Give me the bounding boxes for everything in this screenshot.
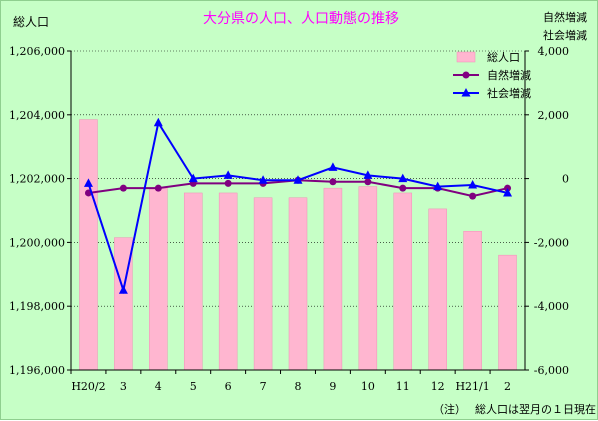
point-natural-change [399, 184, 407, 192]
right-tick-label: 4,000 [538, 45, 570, 58]
point-social-change [83, 178, 93, 187]
point-social-change [328, 162, 338, 171]
right-tick-label: 2,000 [538, 109, 570, 122]
x-tick-label: 10 [361, 380, 375, 393]
x-tick-label: H21/1 [455, 380, 489, 393]
chart-title: 大分県の人口、人口動態の推移 [203, 11, 399, 27]
right-tick-label: -6,000 [534, 364, 569, 377]
point-natural-change [119, 184, 127, 192]
bar-total-population [463, 230, 482, 371]
point-social-change [153, 117, 163, 127]
legend-marker-natural-change [462, 71, 470, 79]
point-social-change [118, 285, 128, 294]
x-tick-label: 9 [329, 380, 336, 393]
right-tick-label: 0 [562, 173, 569, 186]
note-prefix: （注） [433, 402, 466, 416]
point-social-change [188, 173, 198, 183]
bar-total-population [428, 208, 447, 371]
bar-total-population [323, 187, 343, 371]
bar-total-population [149, 187, 168, 371]
right-tick-label: -4,000 [534, 300, 569, 313]
x-tick-label: 2 [504, 380, 511, 393]
point-natural-change [364, 178, 372, 186]
left-axis-label: 総人口 [13, 15, 49, 29]
legend-marker-social-change [461, 88, 471, 97]
left-tick-label: 1,204,000 [9, 109, 65, 122]
left-tick-label: 1,200,000 [9, 236, 65, 249]
right-tick-label: -2,000 [534, 236, 569, 249]
point-social-change [258, 175, 268, 184]
left-tick-label: 1,202,000 [9, 173, 65, 186]
x-tick-label: 7 [260, 380, 267, 393]
point-social-change [433, 181, 443, 191]
legend-swatch-total-population [456, 51, 476, 63]
x-tick-label: 11 [396, 380, 410, 393]
point-natural-change [469, 192, 477, 200]
x-tick-label: 12 [431, 380, 445, 393]
x-tick-label: 6 [225, 380, 232, 393]
bar-total-population [358, 186, 378, 371]
point-social-change [398, 173, 408, 183]
point-social-change [468, 179, 478, 189]
left-tick-label: 1,206,000 [9, 45, 65, 58]
x-tick-label: 3 [120, 380, 127, 393]
right-axis-label-natural: 自然増減 [543, 10, 587, 24]
footnote: 総人口は翌月の１日現在 [475, 402, 596, 416]
bar-total-population [393, 192, 413, 371]
point-natural-change [224, 179, 232, 187]
x-tick-label: 8 [295, 380, 302, 393]
point-social-change [293, 175, 303, 184]
bar-total-population [288, 197, 308, 371]
legend-label: 総人口 [487, 50, 520, 64]
right-axis-label-social: 社会増減 [543, 28, 587, 42]
x-tick-label: 4 [155, 380, 162, 393]
left-tick-label: 1,196,000 [9, 364, 65, 377]
point-social-change [223, 170, 233, 179]
point-natural-change [329, 178, 337, 186]
point-social-change [363, 170, 373, 179]
legend-label: 社会増減 [487, 86, 531, 100]
bar-total-population [218, 192, 238, 371]
bar-total-population [498, 254, 517, 371]
x-tick-label: H20/2 [71, 380, 105, 393]
bar-total-population [183, 192, 203, 371]
left-tick-label: 1,198,000 [9, 300, 65, 313]
bar-total-population [79, 119, 98, 371]
point-social-change [503, 187, 513, 197]
point-natural-change [154, 184, 162, 192]
bar-total-population [253, 197, 273, 371]
legend-label: 自然増減 [487, 68, 531, 82]
x-tick-label: 5 [190, 380, 197, 393]
